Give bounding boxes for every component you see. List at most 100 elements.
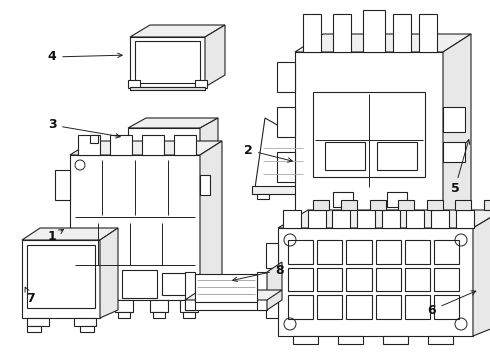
Polygon shape [267, 262, 282, 310]
Bar [133, 163, 146, 169]
Bar [162, 273, 192, 295]
Bar [78, 275, 116, 297]
Bar [195, 80, 207, 88]
Polygon shape [473, 210, 490, 336]
Bar [55, 170, 70, 200]
Polygon shape [278, 210, 490, 228]
Bar [313, 200, 329, 210]
Bar [431, 210, 449, 228]
Text: 1: 1 [48, 230, 56, 243]
Bar [288, 268, 313, 291]
Bar [118, 312, 130, 318]
Bar [350, 217, 368, 227]
Bar [174, 135, 196, 155]
Bar [266, 243, 278, 268]
Text: 7: 7 [25, 292, 34, 305]
Bar [80, 300, 98, 312]
Bar [288, 240, 313, 264]
Bar [363, 10, 385, 52]
Bar [180, 300, 198, 312]
Bar [357, 210, 375, 228]
Bar [70, 155, 200, 300]
Bar [78, 135, 100, 155]
Bar [346, 295, 371, 319]
Bar [288, 295, 313, 319]
Bar [443, 142, 465, 162]
Bar [455, 200, 471, 210]
Bar [398, 200, 415, 210]
Bar [434, 268, 459, 291]
Bar [27, 326, 41, 332]
Bar [122, 270, 157, 298]
Bar [405, 268, 430, 291]
Bar [83, 312, 95, 318]
Bar [200, 175, 210, 195]
Bar [257, 272, 267, 310]
Bar [419, 14, 437, 52]
Bar [185, 300, 267, 310]
Bar [277, 62, 295, 92]
Bar [428, 336, 453, 344]
Bar [128, 128, 200, 163]
Bar [317, 268, 343, 291]
Polygon shape [100, 228, 118, 318]
Bar [128, 80, 140, 88]
Bar [456, 210, 474, 228]
Polygon shape [300, 130, 320, 188]
Bar [310, 217, 328, 227]
Bar [375, 240, 401, 264]
Bar [390, 217, 408, 227]
Bar [182, 163, 195, 169]
Bar [142, 135, 164, 155]
Bar [405, 240, 430, 264]
Bar [413, 217, 431, 227]
Polygon shape [443, 34, 471, 217]
Bar [27, 245, 95, 308]
Bar [252, 186, 312, 194]
Bar [74, 318, 96, 326]
Bar [55, 235, 70, 265]
Bar [303, 14, 321, 52]
Polygon shape [200, 118, 218, 163]
Bar [338, 336, 363, 344]
Polygon shape [185, 290, 282, 300]
Bar [115, 300, 133, 312]
Bar [277, 107, 295, 137]
Text: 4: 4 [48, 50, 56, 63]
Bar [185, 272, 195, 310]
Bar [27, 318, 49, 326]
Bar [382, 210, 400, 228]
Bar [278, 228, 473, 336]
Bar [283, 210, 301, 228]
Bar [406, 210, 424, 228]
Bar [484, 200, 490, 210]
Bar [150, 300, 168, 312]
Bar [130, 37, 205, 87]
Bar [443, 107, 465, 132]
Text: 3: 3 [48, 118, 56, 131]
Bar [405, 295, 430, 319]
Polygon shape [255, 118, 307, 188]
Bar [346, 240, 371, 264]
Bar [295, 52, 443, 217]
Polygon shape [130, 25, 225, 37]
Bar [277, 152, 295, 182]
Bar [377, 142, 417, 170]
Bar [325, 142, 365, 170]
Bar [22, 240, 100, 318]
Bar [195, 274, 257, 302]
Bar [130, 87, 205, 90]
Bar [353, 227, 365, 232]
Polygon shape [200, 141, 222, 300]
Bar [313, 92, 425, 177]
Polygon shape [70, 141, 222, 155]
Bar [90, 135, 98, 143]
Bar [434, 240, 459, 264]
Text: 5: 5 [451, 181, 460, 194]
Bar [313, 227, 325, 232]
Bar [383, 336, 408, 344]
Text: 8: 8 [276, 264, 284, 276]
Bar [317, 240, 343, 264]
Bar [135, 41, 200, 83]
Bar [266, 293, 278, 318]
